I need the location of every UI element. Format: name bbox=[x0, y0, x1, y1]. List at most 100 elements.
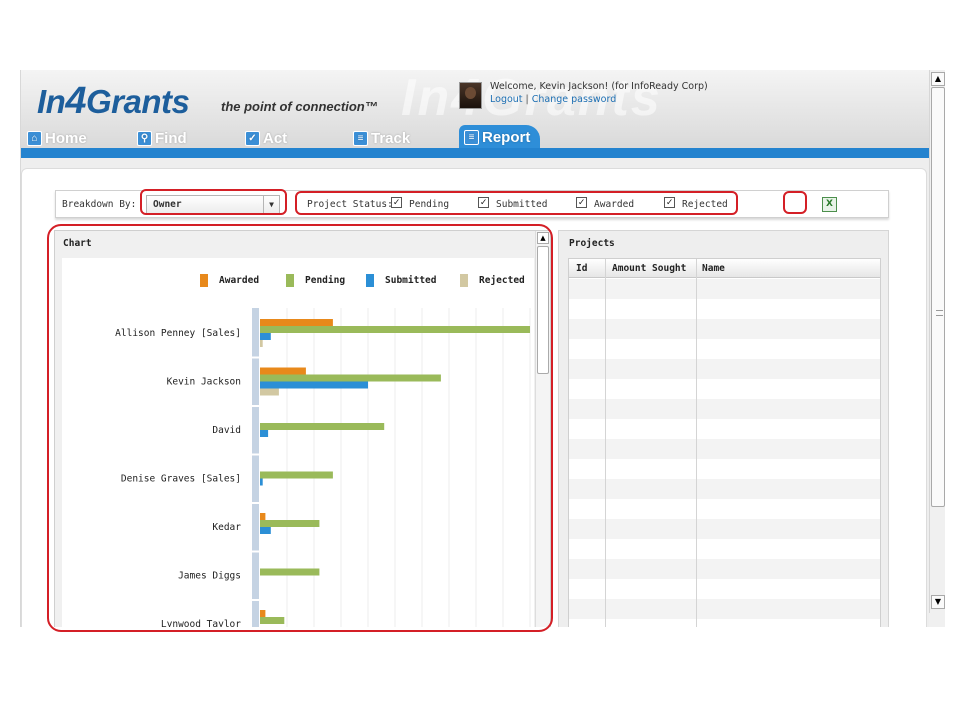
breakdown-label: Breakdown By: bbox=[62, 199, 137, 210]
bar-awarded bbox=[260, 367, 306, 375]
tab-track-label: Track bbox=[371, 129, 411, 147]
rejected-checkbox[interactable]: ✓ bbox=[664, 197, 675, 208]
table-row[interactable] bbox=[569, 279, 880, 299]
tab-find[interactable]: ⚲ Find bbox=[137, 127, 187, 149]
home-icon: ⌂ bbox=[27, 130, 42, 146]
chart-scroll-thumb[interactable] bbox=[537, 246, 549, 374]
logo-suffix: Grants bbox=[85, 83, 190, 120]
table-row[interactable] bbox=[569, 439, 880, 459]
chart-scroll-up-icon[interactable]: ▲ bbox=[537, 232, 549, 244]
column-header-name[interactable]: Name bbox=[702, 263, 725, 274]
column-header-id[interactable]: Id bbox=[576, 263, 588, 274]
tab-home[interactable]: ⌂ Home bbox=[27, 127, 87, 149]
pending-checkbox[interactable]: ✓ bbox=[391, 197, 402, 208]
logout-link[interactable]: Logout bbox=[490, 94, 523, 105]
legend-label: Rejected bbox=[479, 275, 525, 286]
legend-swatch bbox=[286, 274, 294, 287]
category-label: Denise Graves [Sales] bbox=[121, 474, 241, 485]
legend-swatch bbox=[200, 274, 208, 287]
change-password-link[interactable]: Change password bbox=[531, 94, 617, 105]
welcome-text: Welcome, Kevin Jackson! (for InfoReady C… bbox=[490, 81, 708, 92]
table-row[interactable] bbox=[569, 479, 880, 499]
chart-area: Awarded Pending Submitted Rejected Allison P… bbox=[62, 258, 534, 627]
awarded-checkbox[interactable]: ✓ bbox=[576, 197, 587, 208]
legend-label: Submitted bbox=[385, 275, 437, 286]
bar-submitted bbox=[260, 333, 271, 340]
bar-awarded bbox=[260, 610, 266, 617]
nav-bar-strip bbox=[21, 148, 929, 158]
bar-awarded bbox=[260, 319, 333, 326]
page-scroll-thumb[interactable] bbox=[931, 87, 945, 507]
checkmark-icon: ✓ bbox=[245, 130, 260, 146]
link-separator: | bbox=[525, 94, 529, 105]
page-scroll-down-icon[interactable]: ▼ bbox=[931, 595, 945, 609]
projects-panel-title: Projects bbox=[569, 238, 615, 249]
category-label: Lynwood Taylor bbox=[161, 619, 241, 627]
table-row[interactable] bbox=[569, 519, 880, 539]
legend-label: Awarded bbox=[219, 275, 259, 286]
user-links: Logout | Change password bbox=[490, 94, 616, 105]
tab-act-label: Act bbox=[263, 129, 288, 147]
bar-pending bbox=[260, 423, 385, 430]
logo-prefix: In bbox=[37, 83, 66, 120]
breakdown-value: Owner bbox=[153, 199, 182, 210]
column-header-amount-sought[interactable]: Amount Sought bbox=[612, 263, 687, 274]
awarded-checkbox-label: Awarded bbox=[594, 199, 635, 210]
resize-grip-icon[interactable] bbox=[929, 613, 945, 627]
category-label: James Diggs bbox=[178, 571, 241, 582]
tab-act[interactable]: ✓ Act bbox=[245, 127, 287, 149]
table-row[interactable] bbox=[569, 559, 880, 579]
document-icon: ≡ bbox=[464, 130, 479, 145]
bar-submitted bbox=[260, 527, 271, 534]
excel-export-icon[interactable]: X bbox=[822, 197, 837, 212]
magnifier-icon: ⚲ bbox=[137, 130, 152, 146]
category-label: Kevin Jackson bbox=[167, 377, 241, 388]
people-icon: ≡ bbox=[353, 130, 368, 146]
submitted-checkbox-label: Submitted bbox=[496, 199, 548, 210]
tab-report-label: Report bbox=[482, 129, 531, 146]
project-status-label: Project Status: bbox=[307, 199, 393, 210]
bar-submitted bbox=[260, 430, 269, 437]
bar-submitted bbox=[260, 478, 263, 486]
page-scrollbar[interactable]: ▲ ▼ bbox=[929, 70, 945, 627]
header: In4Grants In4Grants the point of connect… bbox=[21, 70, 929, 158]
table-row[interactable] bbox=[569, 399, 880, 419]
tab-report[interactable]: ≡ Report bbox=[459, 125, 541, 150]
column-divider bbox=[605, 259, 606, 627]
breakdown-select[interactable]: Owner ▼ bbox=[146, 195, 280, 214]
projects-table: Id Amount Sought Name bbox=[568, 258, 881, 627]
dropdown-arrow-icon[interactable]: ▼ bbox=[263, 196, 279, 213]
table-row[interactable] bbox=[569, 599, 880, 619]
legend-swatch bbox=[460, 274, 468, 287]
page-scroll-up-icon[interactable]: ▲ bbox=[931, 72, 945, 86]
table-row[interactable] bbox=[569, 359, 880, 379]
report-toolbar: Breakdown By: Owner ▼ Project Status: ✓ … bbox=[55, 190, 889, 218]
legend-swatch bbox=[366, 274, 374, 287]
main-tabs: ⌂ Home ⚲ Find ✓ Act ≡ Track ≡ Report bbox=[21, 123, 929, 150]
bar-pending bbox=[260, 374, 441, 382]
user-avatar bbox=[459, 82, 482, 109]
chart-panel-title: Chart bbox=[63, 238, 92, 249]
bar-pending bbox=[260, 326, 530, 333]
scroll-grip-icon bbox=[936, 310, 943, 316]
projects-panel: Projects Id Amount Sought Name bbox=[558, 230, 889, 627]
y-axis-bar bbox=[252, 308, 259, 627]
tab-track[interactable]: ≡ Track bbox=[353, 127, 410, 149]
bar-submitted bbox=[260, 381, 368, 389]
chart-scrollbar[interactable]: ▲ bbox=[535, 231, 550, 627]
tagline: the point of connection™ bbox=[221, 99, 378, 114]
category-label: Allison Penney [Sales] bbox=[115, 328, 241, 339]
category-label: David bbox=[212, 425, 241, 436]
pending-checkbox-label: Pending bbox=[409, 199, 450, 210]
category-label: Kedar bbox=[212, 522, 241, 533]
app-window: In4Grants In4Grants the point of connect… bbox=[20, 70, 945, 627]
bar-pending bbox=[260, 520, 320, 527]
tab-home-label: Home bbox=[45, 129, 87, 147]
bar-pending bbox=[260, 471, 333, 479]
table-row[interactable] bbox=[569, 319, 880, 339]
submitted-checkbox[interactable]: ✓ bbox=[478, 197, 489, 208]
app-logo[interactable]: In4Grants bbox=[37, 80, 190, 123]
rejected-checkbox-label: Rejected bbox=[682, 199, 728, 210]
bar-chart: Awarded Pending Submitted Rejected Allison P… bbox=[115, 274, 531, 627]
bar-awarded bbox=[260, 513, 266, 520]
